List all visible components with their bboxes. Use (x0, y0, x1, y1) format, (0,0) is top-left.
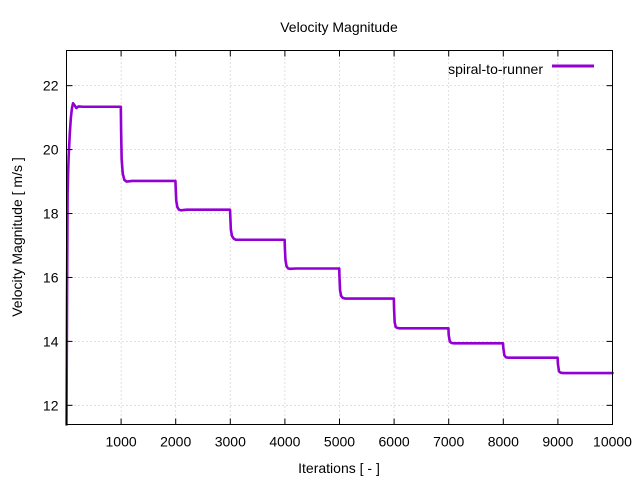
grid-lines (66, 50, 613, 425)
x-tick-label: 10000 (593, 434, 632, 450)
series-layer (65, 101, 614, 426)
x-tick-label: 2000 (160, 434, 191, 450)
x-tick-label: 8000 (488, 434, 519, 450)
x-tick-label: 6000 (379, 434, 410, 450)
x-axis-label: Iterations [ - ] (298, 460, 380, 476)
legend-label: spiral-to-runner (448, 61, 543, 77)
y-axis-label: Velocity Magnitude [ m/s ] (9, 157, 25, 317)
chart-title: Velocity Magnitude (280, 19, 398, 35)
x-tick-label: 9000 (542, 434, 573, 450)
axis-ticks (66, 50, 613, 425)
y-tick-label: 14 (43, 333, 59, 349)
y-tick-label: 18 (43, 206, 59, 222)
x-tick-label: 5000 (324, 434, 355, 450)
x-tick-label: 3000 (215, 434, 246, 450)
y-tick-label: 22 (43, 78, 59, 94)
tick-labels: 1000 2000 3000 4000 5000 6000 7000 8000 9000 1000… (43, 78, 632, 450)
x-tick-label: 4000 (269, 434, 300, 450)
legend: spiral-to-runner (448, 61, 594, 77)
x-tick-label: 1000 (106, 434, 137, 450)
x-tick-label: 7000 (433, 434, 464, 450)
series-line (65, 101, 614, 426)
y-tick-label: 20 (43, 142, 59, 158)
y-tick-label: 16 (43, 269, 59, 285)
y-tick-label: 12 (43, 397, 59, 413)
